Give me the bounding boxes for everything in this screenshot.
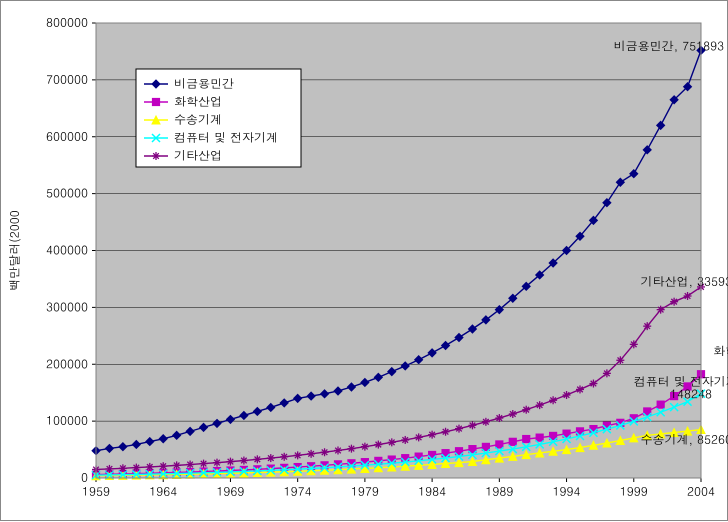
y-axis-title: 백만달러(2000 bbox=[6, 210, 23, 290]
x-tick-label: 1964 bbox=[149, 483, 177, 500]
marker-square bbox=[536, 434, 543, 441]
marker-square bbox=[402, 455, 409, 462]
y-tick-label: 100000 bbox=[46, 412, 88, 429]
x-tick-label: 1994 bbox=[553, 483, 581, 500]
y-tick-label: 200000 bbox=[46, 355, 88, 372]
series-end-label: 148248 bbox=[670, 385, 712, 402]
x-tick-label: 1974 bbox=[284, 483, 312, 500]
legend-item-label: 화학산업 bbox=[174, 93, 222, 110]
x-tick-label: 1969 bbox=[216, 483, 244, 500]
chart-container: 0100000200000300000400000500000600000700… bbox=[0, 0, 728, 521]
series-end-label: 수송기계, 85260 bbox=[641, 431, 728, 448]
marker-square bbox=[482, 443, 489, 450]
y-tick-label: 400000 bbox=[46, 242, 88, 259]
x-tick-label: 2004 bbox=[687, 483, 715, 500]
series-end-label: 비금용민간, 751893 bbox=[614, 37, 724, 54]
marker-square bbox=[509, 438, 516, 445]
y-tick-label: 300000 bbox=[46, 298, 88, 315]
legend-item-label: 기타산업 bbox=[174, 147, 222, 164]
legend-item-label: 비금용민간 bbox=[174, 75, 234, 92]
x-tick-label: 1989 bbox=[485, 483, 513, 500]
legend: 비금용민간화학산업수송기계컴퓨터 및 전자기계기타산업 bbox=[136, 69, 301, 167]
marker-square bbox=[523, 435, 530, 442]
y-tick-label: 700000 bbox=[46, 71, 88, 88]
y-tick-label: 800000 bbox=[46, 14, 88, 31]
marker-square bbox=[496, 441, 503, 448]
marker-square bbox=[152, 98, 159, 105]
marker-square bbox=[657, 401, 664, 408]
legend-item-label: 컴퓨터 및 전자기계 bbox=[174, 129, 278, 146]
y-tick-label: 500000 bbox=[46, 185, 88, 202]
x-tick-label: 1984 bbox=[418, 483, 446, 500]
x-tick-label: 1959 bbox=[82, 483, 110, 500]
series-end-label: 기타산업, 335936 bbox=[641, 273, 728, 290]
legend-item-label: 수송기계 bbox=[174, 111, 222, 128]
series-end-label: 화학산업, 182461 bbox=[713, 343, 728, 360]
x-tick-label: 1999 bbox=[620, 483, 648, 500]
y-tick-label: 600000 bbox=[46, 128, 88, 145]
x-tick-label: 1979 bbox=[351, 483, 379, 500]
line-chart: 0100000200000300000400000500000600000700… bbox=[1, 1, 728, 522]
